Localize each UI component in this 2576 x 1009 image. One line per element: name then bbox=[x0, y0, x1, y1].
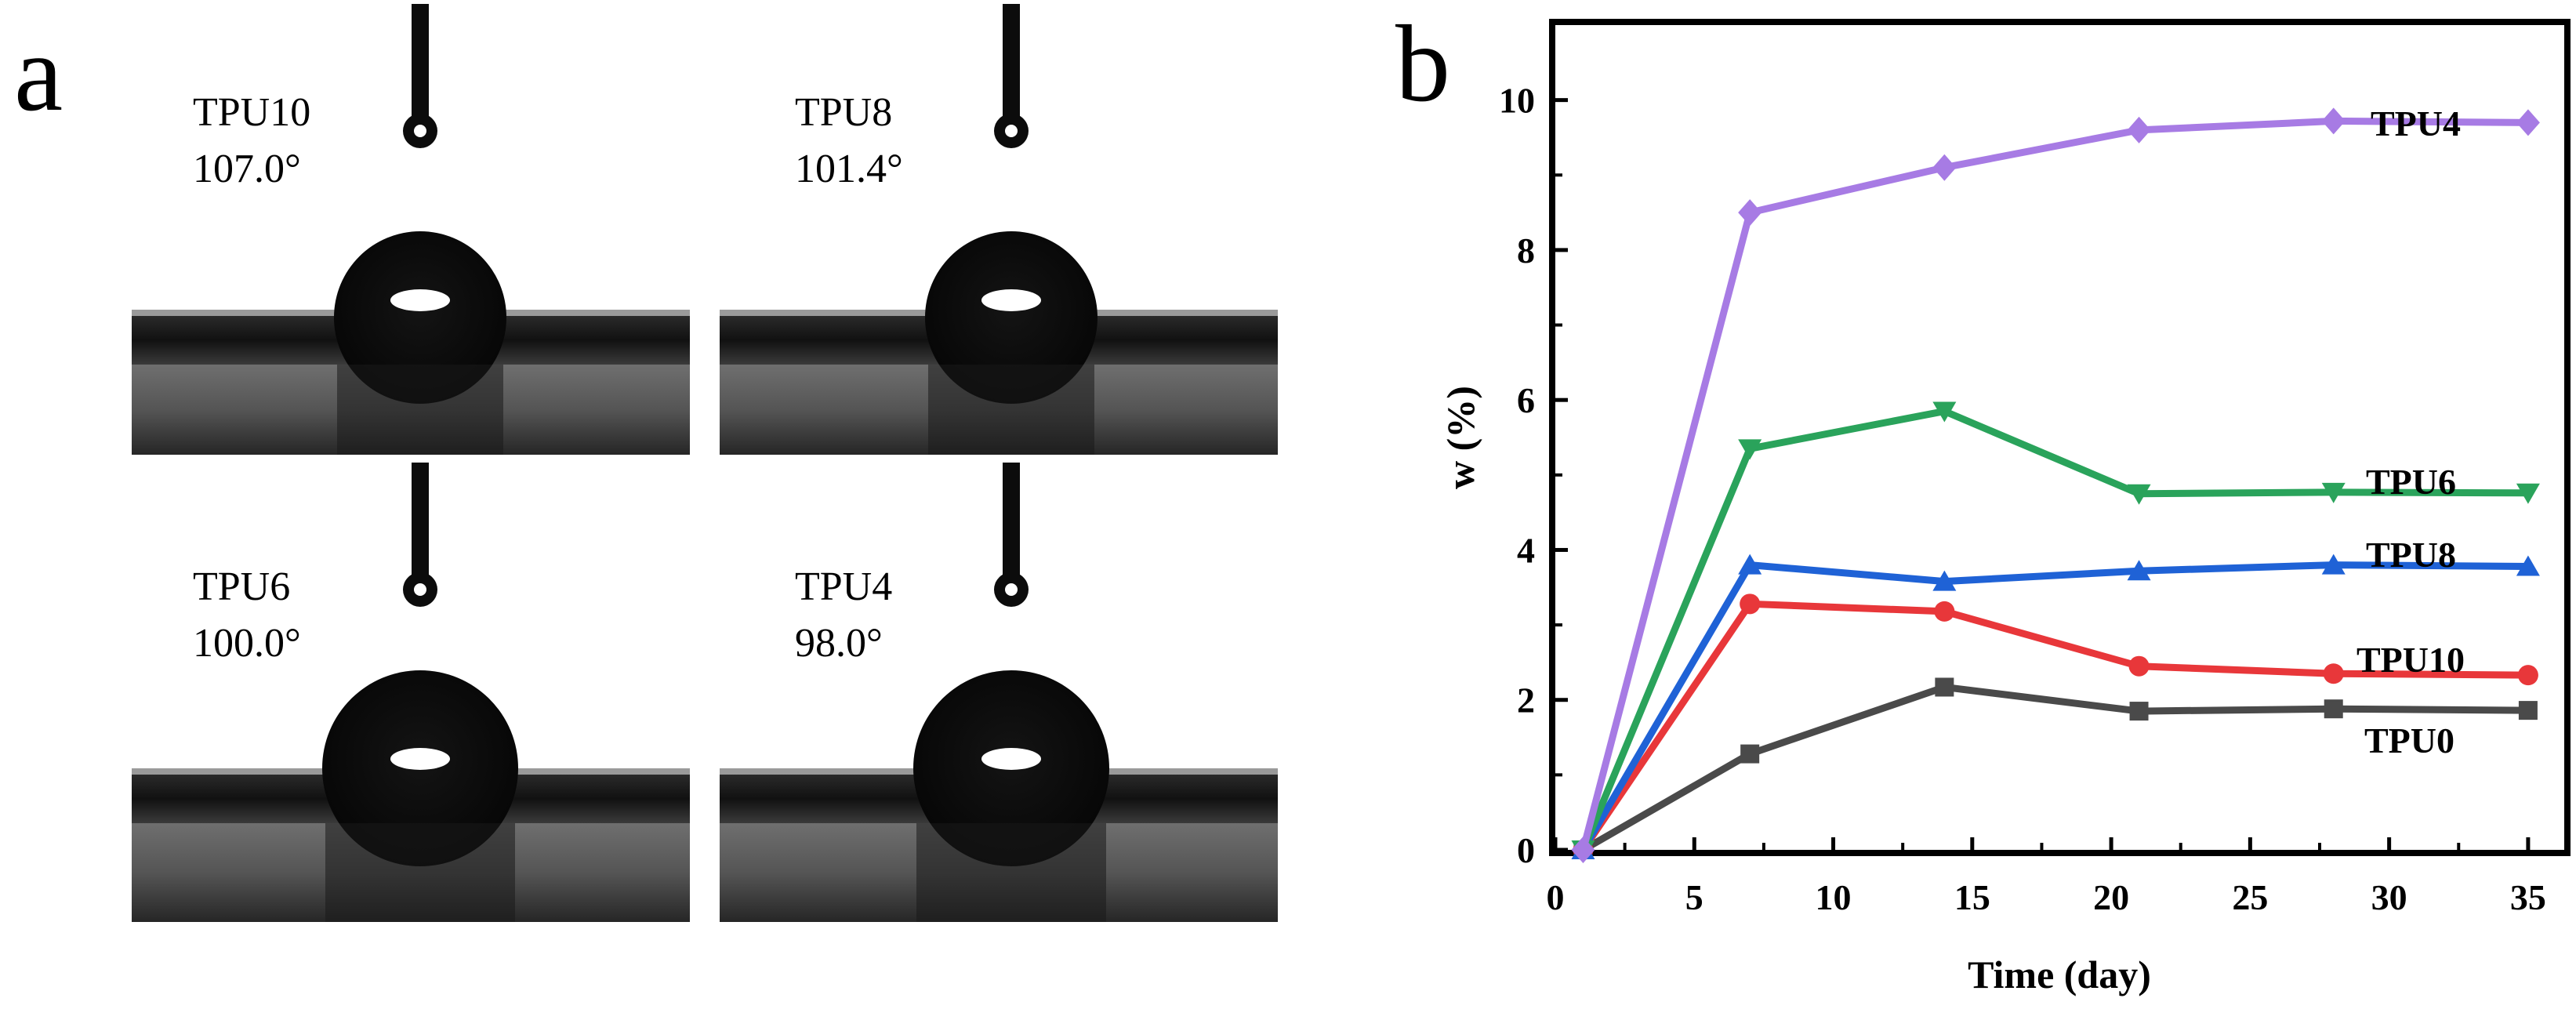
data-point bbox=[2324, 699, 2343, 719]
series-label: TPU6 bbox=[2366, 462, 2456, 502]
y-axis-label: w (%) bbox=[1439, 386, 1482, 489]
plot-frame bbox=[1549, 19, 2571, 856]
droplet-photo-tpu8: TPU8 101.4° bbox=[720, 4, 1278, 455]
sample-label: TPU10 bbox=[193, 90, 310, 135]
x-tick-label: 0 bbox=[1547, 877, 1565, 917]
data-point bbox=[2321, 553, 2346, 575]
data-point bbox=[2516, 109, 2540, 136]
x-tick-label: 5 bbox=[1685, 877, 1703, 917]
droplet bbox=[334, 231, 506, 404]
droplet-reflection bbox=[325, 823, 515, 922]
data-point bbox=[1738, 553, 1762, 575]
series-tpu0: TPU0 bbox=[1573, 677, 2538, 859]
droplet-photo-tpu4: TPU4 98.0° bbox=[720, 463, 1278, 922]
series-label: TPU0 bbox=[2364, 720, 2454, 760]
data-point bbox=[1935, 677, 1954, 697]
droplet-highlight bbox=[390, 748, 450, 770]
droplet-reflection bbox=[916, 823, 1106, 922]
y-tick-label: 8 bbox=[1517, 230, 1535, 270]
needle bbox=[412, 4, 429, 125]
data-point bbox=[2516, 483, 2540, 504]
series-label: TPU8 bbox=[2366, 535, 2456, 575]
contact-angle-label: 98.0° bbox=[795, 621, 883, 666]
panel-b-label: b bbox=[1395, 3, 1450, 125]
series-line bbox=[1580, 600, 2528, 852]
droplet-highlight bbox=[390, 289, 450, 311]
data-point bbox=[2128, 655, 2150, 677]
series-tpu6: TPU6 bbox=[1571, 401, 2540, 861]
sample-label: TPU8 bbox=[795, 90, 892, 135]
data-point bbox=[1932, 401, 1957, 423]
data-point bbox=[1738, 199, 1762, 227]
droplet-photos: TPU10 107.0° TPU8 101.4° TPU6 100.0° TPU4 98.0° bbox=[132, 4, 1278, 922]
data-point bbox=[1740, 593, 1761, 615]
needle-tip-highlight bbox=[1005, 583, 1018, 596]
sample-label: TPU6 bbox=[193, 564, 290, 609]
x-tick-label: 30 bbox=[2371, 877, 2407, 917]
y-tick-label: 4 bbox=[1517, 530, 1535, 570]
data-point bbox=[2518, 701, 2538, 720]
data-point bbox=[2516, 555, 2540, 576]
needle bbox=[1003, 463, 1020, 584]
data-point bbox=[2127, 484, 2151, 505]
axes: 0 5 10 15 20 25 30 35 0 2 4 6 8 10 bbox=[1499, 81, 2546, 917]
droplet-highlight bbox=[981, 289, 1041, 311]
panel-a-label: a bbox=[14, 13, 63, 134]
droplet-reflection bbox=[928, 365, 1094, 455]
data-point bbox=[2127, 560, 2151, 581]
y-tick-label: 6 bbox=[1517, 380, 1535, 420]
sample-label: TPU4 bbox=[795, 564, 892, 609]
data-point bbox=[1738, 439, 1762, 460]
droplet bbox=[925, 231, 1098, 404]
x-tick-label: 20 bbox=[2093, 877, 2129, 917]
data-point bbox=[2321, 107, 2346, 135]
x-tick-label: 15 bbox=[1954, 877, 1990, 917]
contact-angle-label: 101.4° bbox=[795, 147, 903, 191]
y-tick-label: 2 bbox=[1517, 681, 1535, 720]
data-point bbox=[2321, 482, 2346, 503]
data-point bbox=[1740, 744, 1760, 764]
contact-angle-label: 107.0° bbox=[193, 147, 301, 191]
series-label: TPU10 bbox=[2356, 640, 2465, 680]
series-line bbox=[1581, 683, 2528, 853]
needle-tip-highlight bbox=[414, 583, 426, 596]
data-point bbox=[2129, 702, 2149, 721]
droplet-photo-tpu6: TPU6 100.0° bbox=[132, 463, 690, 922]
needle bbox=[1003, 4, 1020, 125]
data-point bbox=[2517, 665, 2538, 686]
data-point bbox=[1934, 601, 1955, 622]
data-point bbox=[1932, 154, 1957, 181]
data-point bbox=[1571, 837, 1595, 863]
contact-angle-label: 100.0° bbox=[193, 621, 301, 666]
series-tpu4: TPU4 bbox=[1571, 103, 2540, 863]
x-tick-label: 10 bbox=[1816, 877, 1852, 917]
series-label: TPU4 bbox=[2371, 103, 2461, 143]
series-tpu8: TPU8 bbox=[1571, 535, 2540, 859]
series-line bbox=[1580, 408, 2528, 851]
needle-tip-highlight bbox=[1005, 125, 1018, 137]
y-tick-label: 10 bbox=[1499, 81, 1535, 121]
droplet-photo-tpu10: TPU10 107.0° bbox=[132, 4, 690, 455]
data-point bbox=[2323, 663, 2344, 684]
droplet-highlight bbox=[981, 748, 1041, 770]
x-tick-label: 25 bbox=[2232, 877, 2268, 917]
y-tick-label: 0 bbox=[1517, 830, 1535, 870]
needle bbox=[412, 463, 429, 584]
data-point bbox=[2127, 116, 2151, 143]
x-tick-label: 35 bbox=[2510, 877, 2546, 917]
needle-tip-highlight bbox=[414, 125, 426, 137]
data-point bbox=[1932, 570, 1957, 591]
series-line bbox=[1580, 561, 2528, 852]
chart-series: TPU0 TPU10 TPU8 TPU6 TPU4 bbox=[1571, 103, 2540, 863]
droplet-reflection bbox=[337, 365, 503, 455]
series-line bbox=[1580, 117, 2528, 851]
x-axis-label: Time (day) bbox=[1968, 953, 2151, 996]
